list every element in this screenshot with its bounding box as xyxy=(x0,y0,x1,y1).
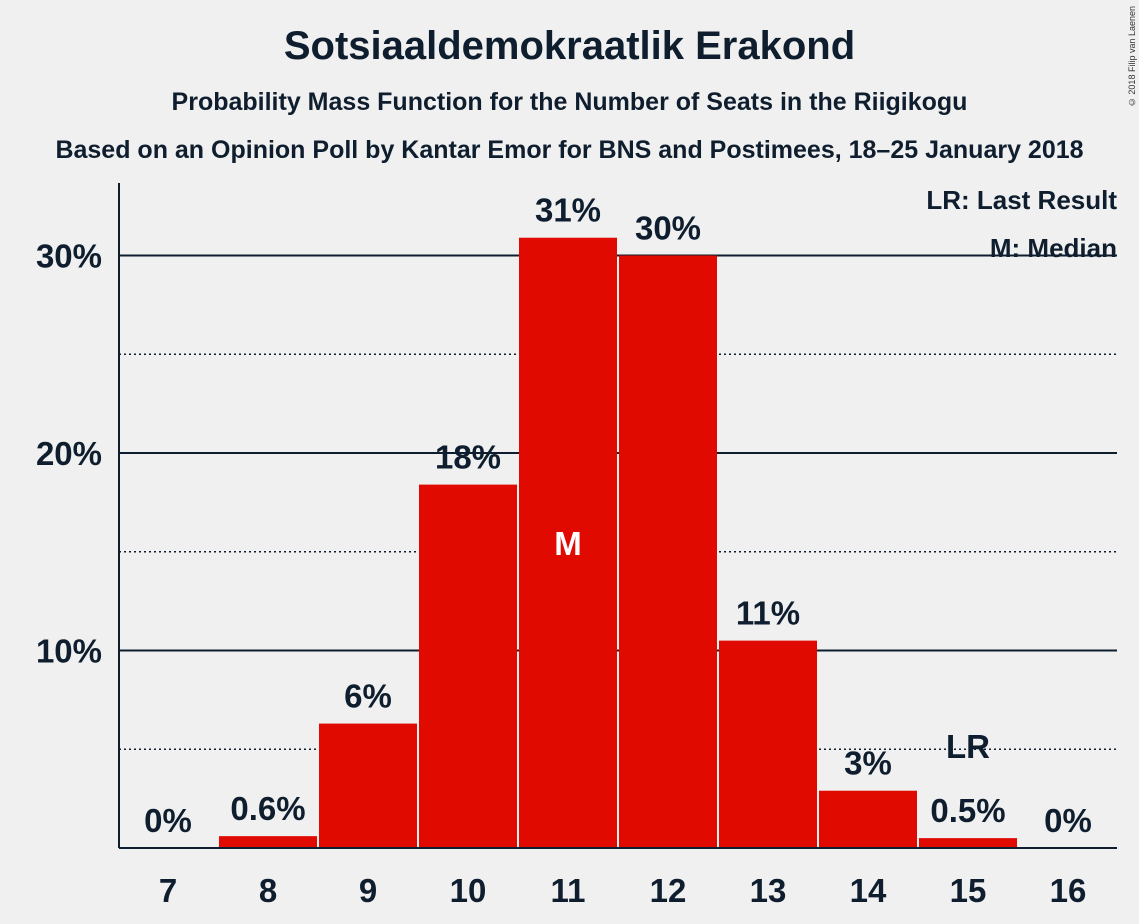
bar-value-label: 18% xyxy=(435,439,501,476)
bar-seats-12 xyxy=(619,255,717,848)
x-tick-label: 15 xyxy=(950,872,987,909)
x-tick-label: 13 xyxy=(750,872,787,909)
gridlines xyxy=(119,254,1117,750)
bar-labels: 0% 0.6% 6% 18% 31% 30% 11% 3% 0.5% 0% xyxy=(144,192,1092,839)
bar-value-label: 0% xyxy=(1044,802,1092,839)
legend: LR: Last Result M: Median xyxy=(926,185,1117,263)
bar-value-label: 6% xyxy=(344,678,392,715)
chart-source-subtitle: Based on an Opinion Poll by Kantar Emor … xyxy=(55,136,1084,164)
bar-value-label: 31% xyxy=(535,192,601,229)
x-tick-label: 9 xyxy=(359,872,377,909)
bar-value-label: 0.5% xyxy=(930,792,1005,829)
x-tick-label: 8 xyxy=(259,872,277,909)
axes: 10% 20% 30% 7 8 9 10 11 12 13 14 15 16 xyxy=(36,183,1117,909)
bar-value-label: 0.6% xyxy=(230,790,305,827)
bars xyxy=(219,237,1017,849)
x-tick-label: 12 xyxy=(650,872,687,909)
bar-value-label: 30% xyxy=(635,210,701,247)
bar-seats-13 xyxy=(719,640,817,848)
x-tick-label: 11 xyxy=(551,872,586,909)
bar-seats-14 xyxy=(819,790,917,848)
chart-title: Sotsiaaldemokraatlik Erakond xyxy=(283,24,856,68)
bar-seats-10 xyxy=(419,484,517,848)
last-result-marker: LR xyxy=(946,728,990,765)
bar-value-label: 0% xyxy=(144,802,192,839)
bar-seats-11 xyxy=(519,237,617,849)
legend-last-result: LR: Last Result xyxy=(926,185,1117,215)
x-tick-label: 7 xyxy=(159,872,177,909)
markers: M LR xyxy=(554,525,990,765)
legend-median: M: Median xyxy=(990,233,1117,263)
y-tick-label: 10% xyxy=(36,633,102,670)
bar-value-label: 3% xyxy=(844,745,892,782)
x-tick-label: 14 xyxy=(850,872,887,909)
y-tick-label: 20% xyxy=(36,435,102,472)
chart-subtitle: Probability Mass Function for the Number… xyxy=(171,88,968,116)
bar-seats-15 xyxy=(919,838,1017,848)
bar-value-label: 11% xyxy=(736,595,800,632)
bar-seats-9 xyxy=(319,723,417,848)
y-tick-label: 30% xyxy=(36,238,102,275)
bar-seats-8 xyxy=(219,836,317,848)
x-tick-label: 16 xyxy=(1050,872,1087,909)
x-tick-label: 10 xyxy=(450,872,487,909)
median-marker: M xyxy=(554,525,582,562)
